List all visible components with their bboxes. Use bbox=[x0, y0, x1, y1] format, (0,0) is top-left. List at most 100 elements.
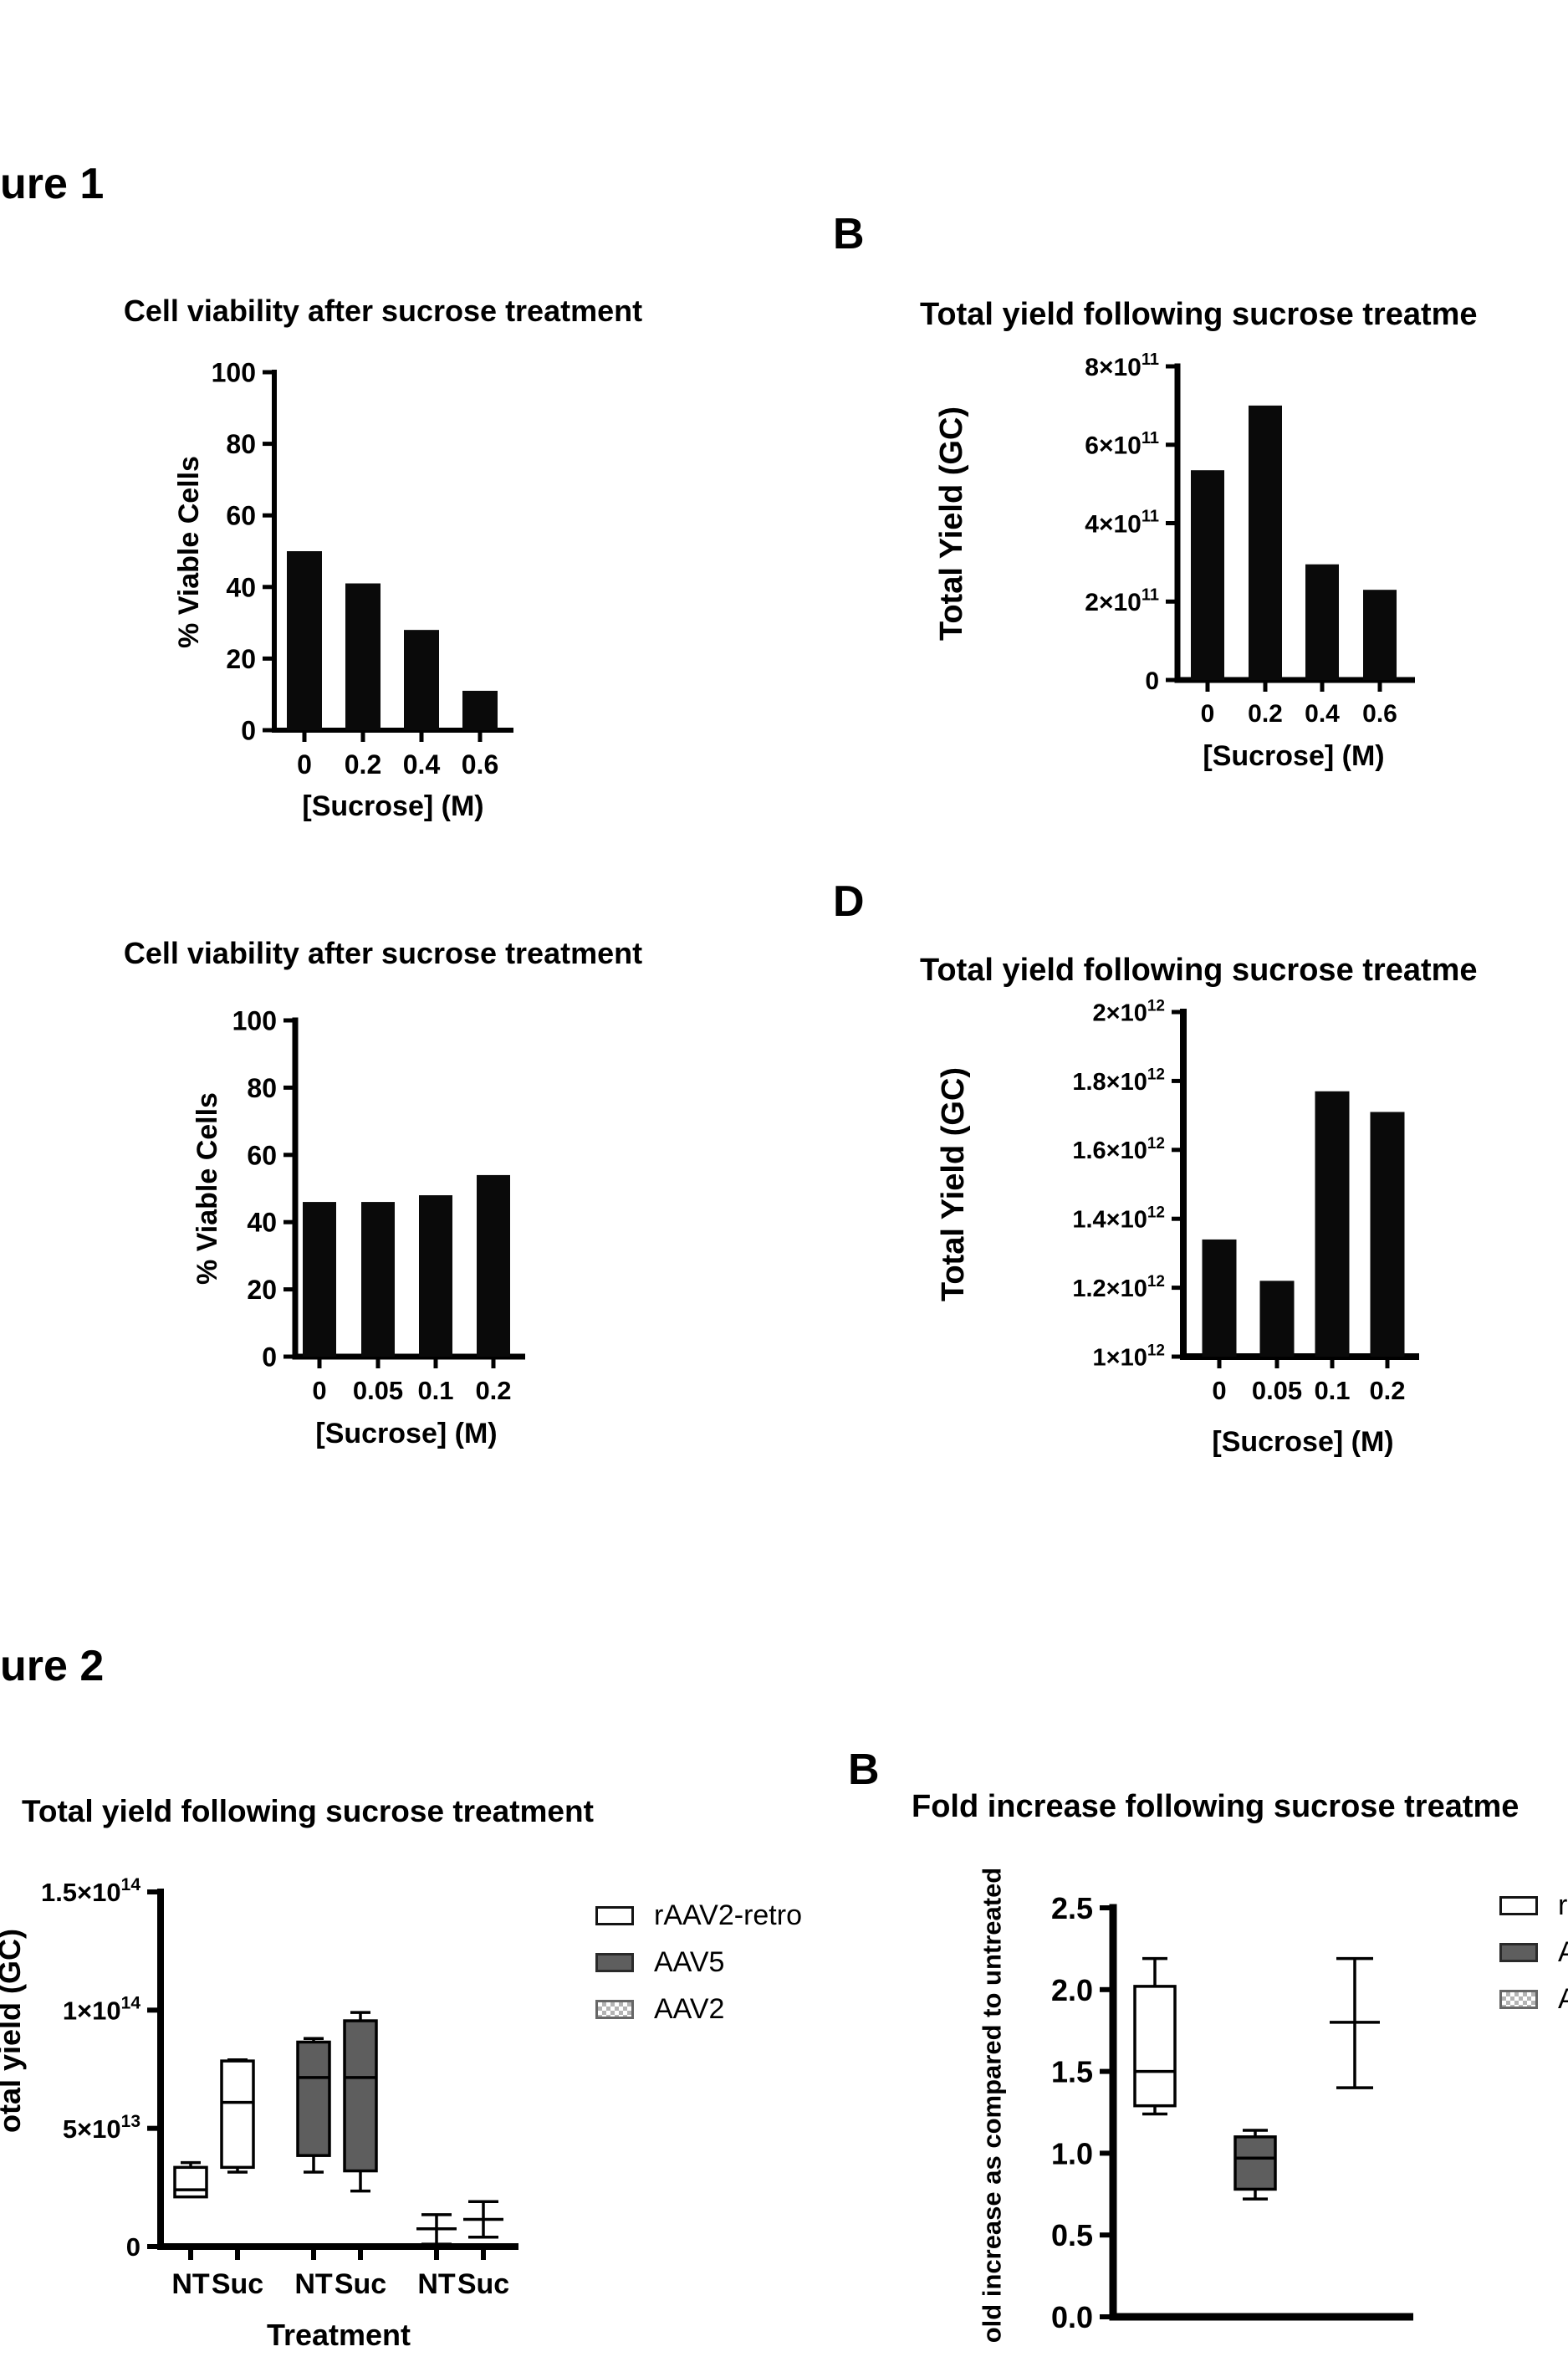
exponent: 14 bbox=[121, 1993, 141, 2012]
y-tick-label: 4×1011 bbox=[1085, 508, 1159, 539]
fig1c-title: Cell viability after sucrose treatment bbox=[123, 936, 643, 970]
axes bbox=[1180, 1009, 1419, 1360]
fig1a-x-axis-label: [Sucrose] (M) bbox=[302, 790, 484, 822]
exponent: 12 bbox=[1147, 1135, 1165, 1153]
x-tick-label: 0.1 bbox=[417, 1376, 453, 1405]
fig2b-plot: 0.0 0.5 1.0 1.5 2.0 2.5 bbox=[1051, 1891, 1413, 2334]
x-tick-label: NT bbox=[294, 2268, 333, 2300]
y-tick-label: 20 bbox=[226, 644, 256, 674]
fig1b-plot: 0 2×1011 4×1011 6×1011 8×1011 0 0.2 0.4 0.6 bbox=[1085, 350, 1415, 728]
boxes bbox=[173, 2011, 503, 2246]
axes bbox=[1109, 1904, 1413, 2321]
exponent: 12 bbox=[1147, 1342, 1165, 1359]
bar bbox=[1370, 1112, 1405, 1357]
y-tick-label: 0 bbox=[1145, 667, 1159, 695]
fig1a-title: Cell viability after sucrose treatment bbox=[123, 294, 643, 328]
y-tick-label: 40 bbox=[247, 1208, 277, 1238]
exponent: 14 bbox=[121, 1875, 141, 1894]
y-tick-label: 1×1012 bbox=[1093, 1342, 1165, 1371]
x-tick-label: 0 bbox=[1212, 1376, 1226, 1405]
box bbox=[296, 2040, 331, 2157]
axes bbox=[272, 370, 513, 733]
exponent: 11 bbox=[1142, 350, 1159, 369]
y-tick-label: 80 bbox=[247, 1073, 277, 1103]
fig2a-legend: rAAV2-retro AAV5 AAV2 bbox=[595, 1901, 802, 2046]
fig1d-x-axis-label: [Sucrose] (M) bbox=[1212, 1426, 1394, 1458]
y-tick-label: 1.5×1014 bbox=[41, 1875, 140, 1907]
y-tick-label: 5×1013 bbox=[63, 2112, 140, 2144]
legend-label: A bbox=[1558, 1983, 1568, 2015]
aav2-swatch-icon bbox=[1499, 1989, 1538, 2009]
legend-item-raav2retro: rAAV2-retro bbox=[595, 1901, 802, 1930]
x-tick-label: 0.2 bbox=[345, 749, 381, 780]
x-tick-label: 0 bbox=[1201, 700, 1215, 728]
y-tick-label: 1.6×1012 bbox=[1072, 1135, 1165, 1164]
aav2-swatch-icon bbox=[595, 1999, 634, 2019]
bar bbox=[1305, 564, 1339, 680]
bars bbox=[1202, 1091, 1405, 1357]
fig2b-y-axis-label: old increase as compared to untreated bbox=[977, 1867, 1007, 2344]
fig2a-x-axis-label: Treatment bbox=[266, 2318, 411, 2352]
y-tick-label: 1.0 bbox=[1051, 2136, 1093, 2170]
y-tick-label: 2.0 bbox=[1051, 1973, 1093, 2007]
fig1b-x-axis-label: [Sucrose] (M) bbox=[1203, 740, 1385, 772]
bar bbox=[1315, 1091, 1350, 1357]
bar bbox=[303, 1202, 336, 1357]
x-tick-label: NT bbox=[417, 2268, 456, 2300]
x-tick-label: 0.05 bbox=[1252, 1376, 1302, 1405]
x-tick-label: 0 bbox=[297, 749, 312, 780]
x-tick-label: Suc bbox=[335, 2268, 386, 2300]
y-tick-label: 0.5 bbox=[1051, 2218, 1093, 2252]
x-ticks: 0 0.2 0.4 0.6 bbox=[297, 730, 498, 780]
bars bbox=[303, 1174, 510, 1357]
fig1d-y-axis-label: Total Yield (GC) bbox=[936, 1066, 971, 1302]
x-ticks: 0 0.05 0.1 0.2 bbox=[1212, 1357, 1406, 1405]
exponent: 12 bbox=[1147, 1204, 1165, 1221]
box bbox=[220, 2059, 255, 2170]
legend-item-aav2: AAV2 bbox=[595, 1995, 802, 2023]
y-tick-label: 1.2×1012 bbox=[1072, 1273, 1165, 1302]
y-ticks: 0.0 0.5 1.0 1.5 2.0 2.5 bbox=[1051, 1891, 1113, 2334]
x-tick-label: 0.2 bbox=[475, 1376, 511, 1405]
fig2a-title: Total yield following sucrose treatment bbox=[22, 1794, 594, 1828]
x-tick-label: 0.6 bbox=[1362, 700, 1397, 728]
axes bbox=[292, 1017, 525, 1360]
exponent: 11 bbox=[1142, 508, 1159, 526]
legend-label: AAV5 bbox=[654, 1946, 725, 1978]
bar bbox=[1363, 590, 1397, 680]
y-tick-label: 2×1011 bbox=[1085, 585, 1159, 616]
axes bbox=[157, 1889, 518, 2250]
x-tick-label: 0.4 bbox=[403, 749, 441, 780]
x-ticks: 0 0.05 0.1 0.2 bbox=[312, 1357, 512, 1405]
boxes bbox=[1133, 1956, 1380, 2201]
fig1d-title: Total yield following sucrose treatme bbox=[920, 953, 1478, 988]
aav5-swatch-icon bbox=[1499, 1942, 1538, 1962]
fig2b-panel-letter: B bbox=[848, 1746, 880, 1794]
exponent: 11 bbox=[1142, 585, 1159, 604]
fig1c-plot: 0 20 40 60 80 100 0 0.05 0.1 0.2 bbox=[232, 1006, 525, 1405]
y-tick-label: 2.5 bbox=[1051, 1891, 1093, 1925]
legend-item-aav2: A bbox=[1499, 1985, 1568, 2013]
y-tick-label: 1.5 bbox=[1051, 2055, 1093, 2089]
x-tick-label: 0.2 bbox=[1248, 700, 1283, 728]
axes bbox=[1174, 363, 1415, 683]
y-tick-label: 100 bbox=[212, 358, 256, 388]
y-tick-label: 0 bbox=[241, 716, 256, 746]
x-tick-label: 0.05 bbox=[353, 1376, 403, 1405]
legend-label: r bbox=[1558, 1889, 1568, 1921]
y-tick-label: 0 bbox=[126, 2232, 140, 2262]
bar bbox=[1191, 470, 1224, 680]
x-tick-label: 0.6 bbox=[462, 749, 498, 780]
box bbox=[1233, 2135, 1277, 2191]
legend-item-aav5: AAV5 bbox=[595, 1948, 802, 1976]
y-tick-label: 40 bbox=[226, 572, 256, 602]
fig2a-y-axis-label: otal yield (GC) bbox=[0, 1928, 27, 2134]
y-tick-label: 0 bbox=[262, 1342, 277, 1373]
y-ticks: 0 20 40 60 80 100 bbox=[232, 1006, 295, 1373]
x-tick-label: Suc bbox=[457, 2268, 509, 2300]
bar bbox=[287, 551, 322, 730]
box bbox=[343, 2019, 378, 2173]
exponent: 12 bbox=[1147, 997, 1165, 1015]
